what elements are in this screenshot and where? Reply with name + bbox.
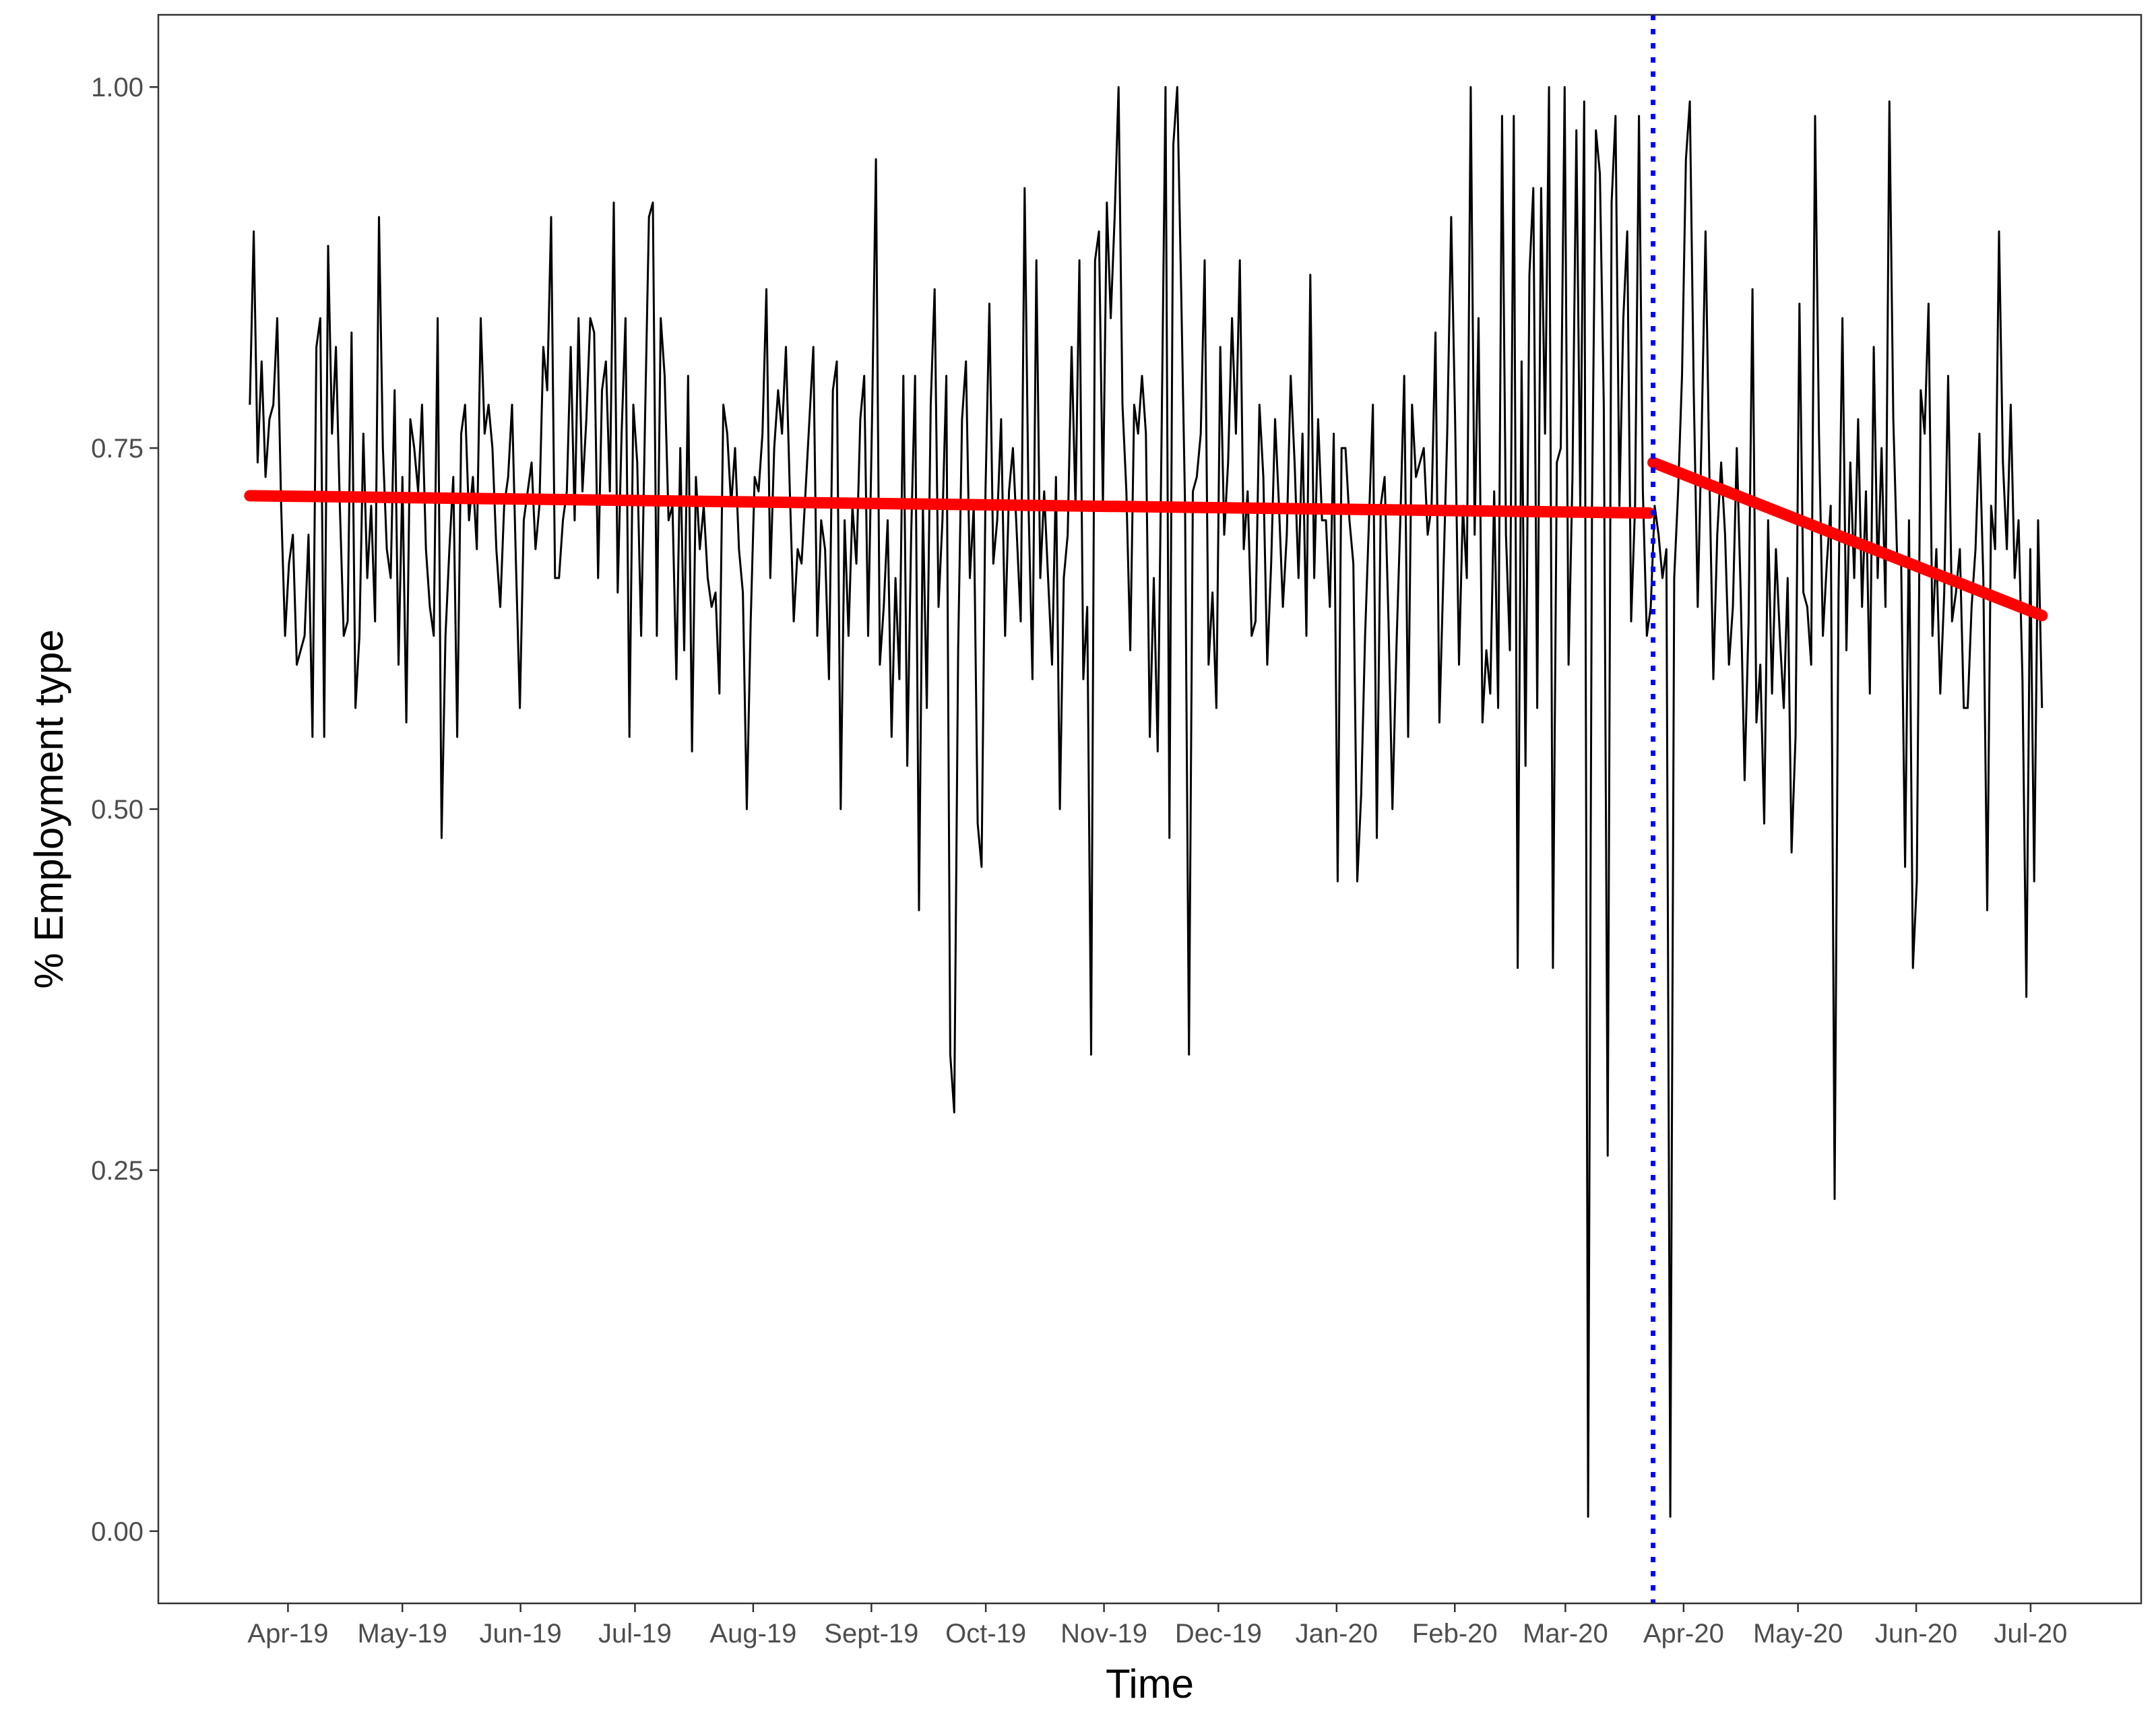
x-tick-label: Dec-19 bbox=[1175, 1619, 1262, 1649]
x-tick-label: Apr-19 bbox=[247, 1619, 328, 1649]
x-tick-label: Aug-19 bbox=[709, 1619, 796, 1649]
x-tick-label: Feb-20 bbox=[1412, 1619, 1498, 1649]
trend-segment-pre bbox=[244, 490, 1655, 519]
y-axis-ticks: 0.00 0.25 0.50 0.75 1.00 bbox=[91, 73, 158, 1547]
x-tick-label: Jul-20 bbox=[1994, 1619, 2067, 1649]
x-tick-label: Nov-19 bbox=[1060, 1619, 1147, 1649]
y-tick-label: 0.25 bbox=[91, 1156, 144, 1186]
plot-series-layer bbox=[244, 15, 2048, 1603]
x-tick-label: Mar-20 bbox=[1523, 1619, 1608, 1649]
x-axis-ticks: Apr-19 May-19 Jun-19 Jul-19 Aug-19 Sept-19 Oct… bbox=[247, 1603, 2067, 1649]
x-tick-label: Jun-20 bbox=[1875, 1619, 1957, 1649]
x-tick-label: Sept-19 bbox=[824, 1619, 918, 1649]
x-axis-title: Time bbox=[1106, 1661, 1194, 1706]
x-tick-label: Jul-19 bbox=[598, 1619, 672, 1649]
x-tick-label: Jun-19 bbox=[480, 1619, 562, 1649]
daily-series-line bbox=[249, 86, 2043, 1518]
y-tick-label: 0.00 bbox=[91, 1517, 144, 1547]
x-tick-label: May-20 bbox=[1753, 1619, 1843, 1649]
y-tick-label: 0.50 bbox=[91, 795, 144, 825]
x-tick-label: Jan-20 bbox=[1296, 1619, 1378, 1649]
x-tick-label: May-19 bbox=[358, 1619, 447, 1649]
y-tick-label: 1.00 bbox=[91, 73, 144, 102]
x-tick-label: Oct-19 bbox=[945, 1619, 1026, 1649]
trend-segment-post bbox=[1647, 457, 2048, 622]
y-axis-title: % Employment type bbox=[26, 629, 71, 989]
y-tick-label: 0.75 bbox=[91, 434, 144, 463]
x-tick-label: Apr-20 bbox=[1643, 1619, 1724, 1649]
